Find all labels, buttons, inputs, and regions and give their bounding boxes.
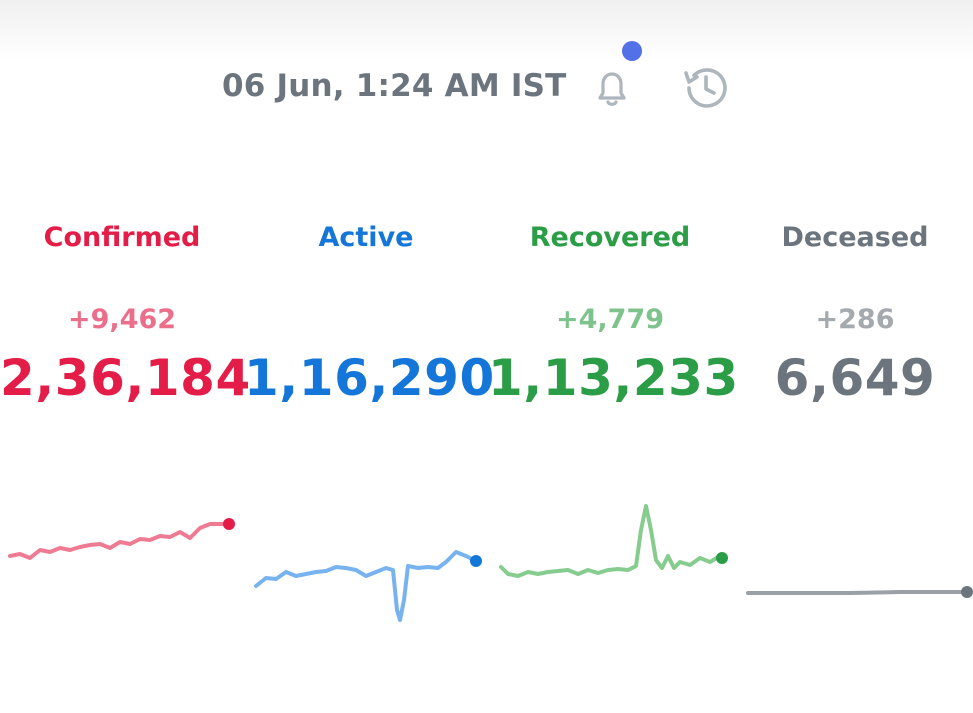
active-total: 1,16,290: [244, 349, 495, 407]
last-updated-timestamp: 06 Jun, 1:24 AM IST: [222, 68, 567, 104]
sparklines: [8, 504, 973, 622]
confirmed-delta: +9,462: [67, 304, 177, 335]
confirmed-sparkline-end-dot: [223, 518, 235, 530]
deceased-stat[interactable]: Deceased +286 6,649: [733, 220, 973, 410]
history-button[interactable]: [680, 62, 732, 114]
deceased-total: 6,649: [774, 349, 936, 407]
deceased-label: Deceased: [781, 222, 929, 253]
recovered-delta: +4,779: [555, 304, 665, 335]
confirmed-sparkline: [8, 522, 231, 560]
recovered-sparkline-end-dot: [716, 552, 728, 564]
confirmed-total: 2,36,184: [0, 349, 251, 407]
active-sparkline-end-dot: [470, 555, 482, 567]
recovered-total: 1,13,233: [488, 349, 739, 407]
confirmed-label: Confirmed: [43, 222, 201, 253]
active-label: Active: [318, 222, 414, 253]
header: 06 Jun, 1:24 AM IST: [0, 41, 973, 116]
top-bar-background: [0, 0, 973, 60]
deceased-sparkline-end-dot: [961, 586, 973, 598]
notifications-button[interactable]: [584, 60, 640, 116]
active-sparkline: [254, 550, 476, 622]
recovered-stat[interactable]: Recovered +4,779 1,13,233: [488, 220, 739, 410]
recovered-label: Recovered: [529, 222, 691, 253]
confirmed-stat[interactable]: Confirmed +9,462 2,36,184: [0, 220, 251, 410]
bell-icon: [598, 72, 626, 106]
active-stat[interactable]: Active 1,16,290: [244, 220, 495, 410]
deceased-sparkline: [746, 590, 967, 595]
recovered-sparkline: [499, 504, 722, 578]
deceased-delta: +286: [815, 304, 895, 335]
notification-badge-dot: [622, 41, 642, 61]
history-clock-icon: [684, 68, 727, 108]
active-delta: [244, 302, 488, 338]
